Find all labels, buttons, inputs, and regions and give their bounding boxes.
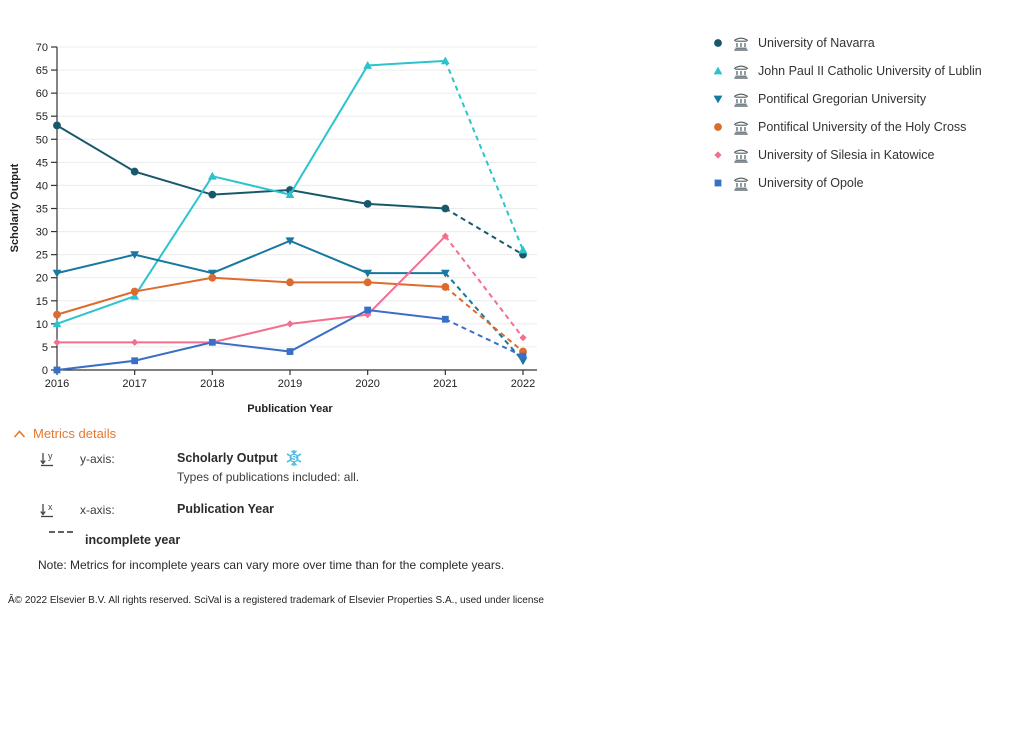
scholarly-output-chart: 0 5 10 15 20 25 30 35 40 45 50 55 60 65 70 2016 2017 2018… bbox=[0, 0, 560, 420]
y-axis-icon: y bbox=[40, 451, 53, 467]
series-marker-icon bbox=[713, 95, 723, 103]
svg-text:15: 15 bbox=[36, 296, 48, 308]
series-marker-icon bbox=[714, 150, 722, 159]
series-marker-icon bbox=[714, 38, 722, 47]
legend-item-label: University of Navarra bbox=[758, 35, 875, 50]
metrics-note: Note: Metrics for incomplete years can v… bbox=[38, 558, 505, 572]
svg-text:2016: 2016 bbox=[45, 378, 69, 390]
svg-text:65: 65 bbox=[36, 65, 48, 77]
svg-text:40: 40 bbox=[36, 180, 48, 192]
metrics-details-title: Metrics details bbox=[33, 426, 117, 441]
svg-text:5: 5 bbox=[42, 342, 48, 354]
legend-item[interactable]: University of Silesia in Katowice bbox=[712, 145, 982, 164]
svg-text:20: 20 bbox=[36, 273, 48, 285]
svg-text:70: 70 bbox=[36, 42, 48, 54]
svg-text:45: 45 bbox=[36, 157, 48, 169]
svg-text:25: 25 bbox=[36, 250, 48, 262]
metrics-details-toggle[interactable]: Metrics details bbox=[13, 426, 116, 441]
svg-text:10: 10 bbox=[36, 319, 48, 331]
legend-item-label: University of Opole bbox=[758, 175, 864, 190]
y-axis-metric: Scholarly Output S bbox=[177, 449, 303, 467]
x-axis-metric-name: Publication Year bbox=[177, 502, 275, 516]
x-axis-icon: x bbox=[40, 502, 53, 518]
svg-text:x: x bbox=[48, 502, 53, 512]
chevron-up-icon bbox=[13, 429, 26, 438]
legend-item-label: University of Silesia in Katowice bbox=[758, 147, 935, 162]
institution-building-icon bbox=[733, 93, 749, 107]
svg-text:60: 60 bbox=[36, 88, 48, 100]
x-axis-metric: Publication Year bbox=[177, 502, 274, 516]
x-axis-label: x-axis: bbox=[80, 503, 115, 517]
series-marker-icon bbox=[713, 66, 723, 74]
legend-item[interactable]: Pontifical University of the Holy Cross bbox=[712, 117, 982, 136]
svg-text:35: 35 bbox=[36, 204, 48, 216]
y-axis-subtext: Types of publications included: all. bbox=[177, 470, 360, 484]
legend-item[interactable]: John Paul II Catholic University of Lubl… bbox=[712, 61, 982, 80]
series-marker-icon bbox=[714, 179, 722, 186]
y-axis-label: y-axis: bbox=[80, 452, 115, 466]
legend-item[interactable]: Pontifical Gregorian University bbox=[712, 89, 982, 108]
svg-text:55: 55 bbox=[36, 111, 48, 123]
svg-text:Publication Year: Publication Year bbox=[247, 403, 333, 415]
snowball-metric-icon[interactable]: S bbox=[285, 449, 303, 467]
institution-building-icon bbox=[733, 177, 749, 191]
svg-text:2020: 2020 bbox=[355, 378, 379, 390]
legend-item-label: John Paul II Catholic University of Lubl… bbox=[758, 63, 982, 78]
institution-building-icon bbox=[733, 121, 749, 135]
svg-text:2017: 2017 bbox=[122, 378, 146, 390]
svg-text:S: S bbox=[291, 453, 297, 463]
svg-text:30: 30 bbox=[36, 227, 48, 239]
institution-building-icon bbox=[733, 65, 749, 79]
svg-text:2018: 2018 bbox=[200, 378, 224, 390]
copyright-footer: Â© 2022 Elsevier B.V. All rights reserve… bbox=[8, 595, 544, 606]
legend-item-label: Pontifical University of the Holy Cross bbox=[758, 119, 967, 134]
svg-text:Scholarly Output: Scholarly Output bbox=[9, 163, 21, 252]
line-chart-canvas: 0 5 10 15 20 25 30 35 40 45 50 55 60 65 70 2016 2017 2018… bbox=[9, 42, 537, 415]
legend-item-label: Pontifical Gregorian University bbox=[758, 91, 927, 106]
institution-building-icon bbox=[733, 149, 749, 163]
svg-text:y: y bbox=[48, 451, 53, 461]
svg-text:2019: 2019 bbox=[278, 378, 302, 390]
svg-text:2022: 2022 bbox=[511, 378, 535, 390]
dashed-line-icon bbox=[49, 531, 73, 533]
svg-text:2021: 2021 bbox=[433, 378, 457, 390]
svg-text:0: 0 bbox=[42, 365, 48, 377]
incomplete-year-label: incomplete year bbox=[85, 533, 181, 547]
series-marker-icon bbox=[714, 122, 722, 131]
legend-item[interactable]: University of Opole bbox=[712, 173, 982, 192]
y-axis-metric-name: Scholarly Output bbox=[177, 451, 278, 465]
svg-text:50: 50 bbox=[36, 134, 48, 146]
chart-legend: University of Navarra John Paul II Catho… bbox=[712, 33, 982, 192]
legend-item[interactable]: University of Navarra bbox=[712, 33, 982, 52]
institution-building-icon bbox=[733, 37, 749, 51]
